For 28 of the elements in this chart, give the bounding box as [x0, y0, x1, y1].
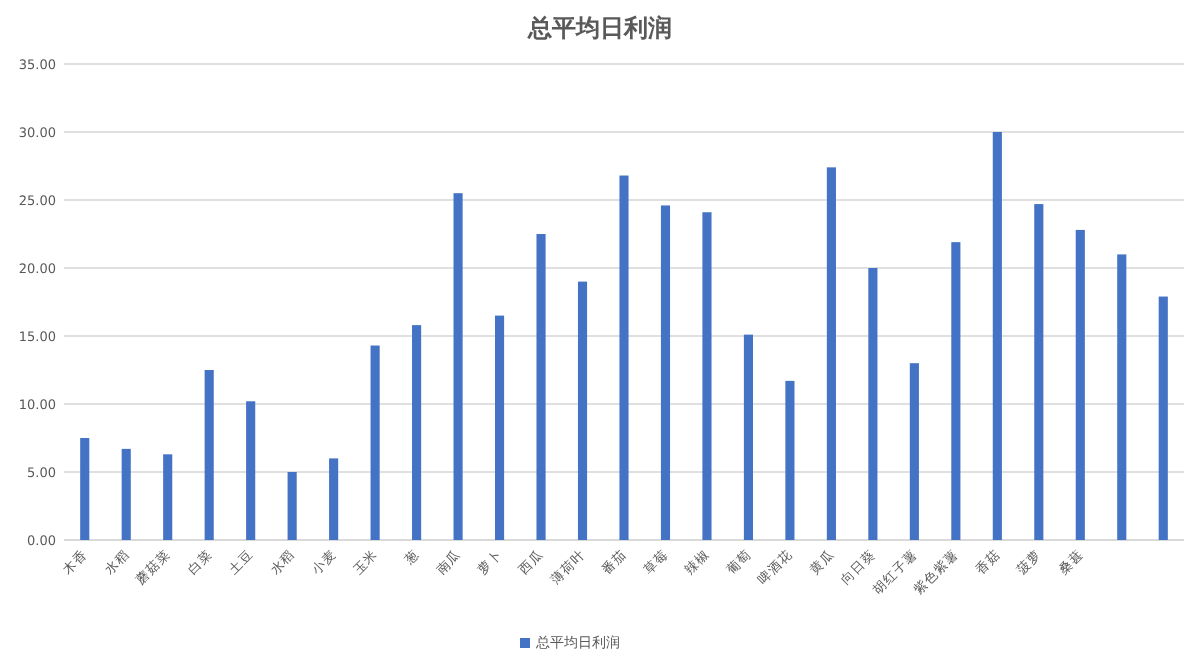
bar	[992, 132, 1002, 540]
bar	[785, 380, 795, 540]
bar	[619, 175, 629, 540]
bar	[494, 315, 505, 540]
bar	[1075, 229, 1085, 540]
bar	[1117, 254, 1127, 540]
bar	[951, 242, 961, 540]
bar	[868, 268, 878, 540]
bar	[702, 212, 712, 540]
bar	[1034, 204, 1044, 540]
bar	[577, 281, 588, 540]
bar	[246, 401, 256, 540]
bar	[287, 472, 297, 540]
bar	[453, 193, 463, 540]
bar	[412, 325, 422, 540]
chart-title: 总平均日利润	[526, 14, 672, 42]
bar	[743, 334, 754, 540]
bar	[80, 438, 90, 540]
bar	[370, 345, 380, 540]
bar	[826, 167, 836, 540]
bar	[660, 205, 671, 540]
bar	[536, 234, 546, 540]
bar	[1158, 296, 1168, 540]
bar	[909, 363, 919, 540]
bar	[121, 448, 131, 540]
bar	[204, 370, 214, 540]
bar	[329, 458, 339, 540]
bar	[163, 454, 173, 540]
